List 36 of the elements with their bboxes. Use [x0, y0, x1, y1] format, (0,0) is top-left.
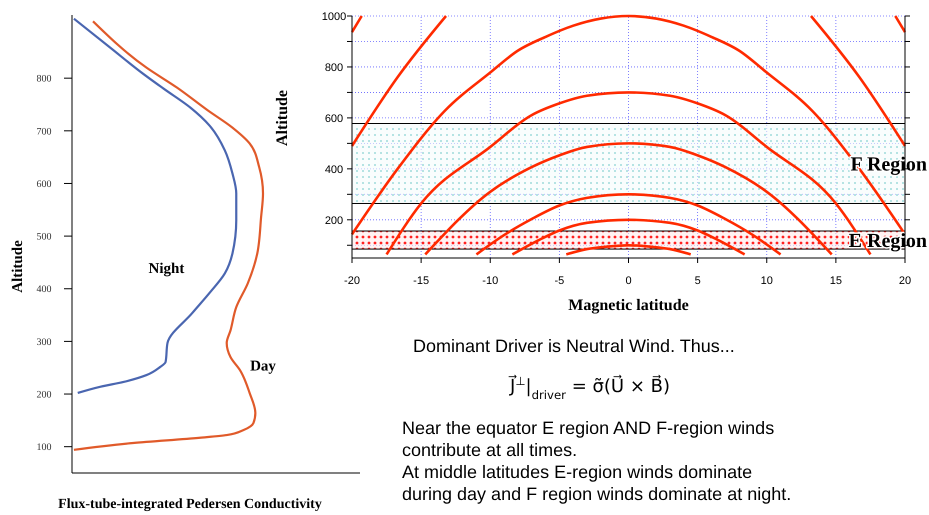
x-tick-label: 15 [830, 275, 842, 287]
y-tick-label: 1000 [322, 11, 346, 23]
x-tick-label: -5 [554, 275, 564, 287]
y-tick-label: 300 [36, 336, 52, 348]
line-series [564, 244, 692, 256]
y-tick-label: 600 [324, 112, 344, 125]
line-series [511, 218, 746, 256]
series-label: Day [250, 358, 276, 374]
x-tick-label: 5 [694, 275, 701, 287]
line-series [475, 193, 782, 256]
y-tick-label: 400 [36, 284, 52, 296]
y-tick-label: 800 [324, 62, 344, 74]
y-tick-label: 200 [324, 214, 344, 227]
x-tick-label: 20 [898, 275, 912, 287]
x-axis-title: Magnetic latitude [568, 297, 689, 314]
y-tick-label: 600 [36, 178, 52, 190]
x-tick-label: -15 [413, 275, 430, 287]
y-tick-label: 700 [36, 126, 52, 138]
y-tick-label: 500 [36, 232, 52, 243]
text: Dominant Driver is Neutral Wind. Thus... [413, 336, 735, 356]
y-tick-label: 100 [36, 442, 52, 454]
y-axis-title: Altitude [10, 240, 26, 293]
text: J⃗$^{⊥}$|$_{driver}$ = σ̃(U⃗ × B⃗) [508, 374, 670, 402]
text: Near the equator E region AND F-region winds contribute at all times. [402, 418, 774, 460]
series-label: Night [148, 260, 184, 277]
y-axis-title: Altitude [274, 90, 291, 146]
line-series [424, 142, 834, 256]
x-axis-title: Flux-tube-integrated Pedersen Conductivity [58, 497, 322, 512]
text: At middle latitudes E-region winds dominate during day and F region winds dominate at night. [402, 462, 792, 504]
y-tick-label: 800 [36, 74, 52, 85]
x-tick-label: 10 [760, 275, 773, 287]
x-tick-label: 0 [625, 275, 632, 287]
y-tick-label: 200 [36, 390, 52, 401]
x-tick-label: -20 [344, 275, 360, 287]
y-tick-label: 400 [324, 164, 344, 176]
x-tick-label: -10 [482, 275, 498, 287]
